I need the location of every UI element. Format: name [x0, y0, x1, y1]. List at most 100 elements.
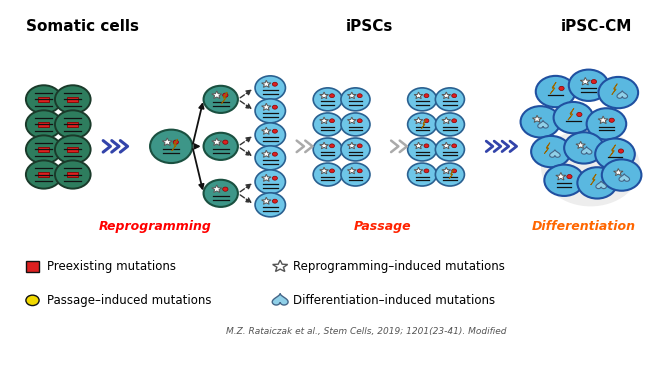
Polygon shape [609, 145, 615, 157]
Circle shape [408, 163, 437, 186]
Bar [26, 261, 39, 272]
Circle shape [313, 113, 342, 136]
Circle shape [408, 88, 437, 111]
Circle shape [204, 180, 238, 207]
Polygon shape [442, 92, 451, 99]
Bar [67, 172, 79, 177]
Circle shape [602, 160, 641, 191]
Polygon shape [596, 181, 607, 188]
Circle shape [424, 119, 429, 123]
Circle shape [204, 133, 238, 160]
Polygon shape [442, 142, 451, 149]
Bar [67, 97, 79, 102]
Circle shape [313, 163, 342, 186]
Text: M.Z. Rataiczak et al., Stem Cells, 2019; 1201(23-41). Modified: M.Z. Rataiczak et al., Stem Cells, 2019;… [226, 327, 506, 336]
Circle shape [553, 102, 593, 133]
Bar [38, 172, 49, 177]
Circle shape [591, 79, 597, 84]
Circle shape [452, 119, 457, 123]
Circle shape [618, 149, 623, 153]
Circle shape [55, 135, 91, 164]
Polygon shape [348, 117, 356, 124]
Polygon shape [414, 142, 423, 149]
Circle shape [609, 118, 614, 122]
Circle shape [255, 76, 286, 100]
Polygon shape [617, 91, 627, 98]
Circle shape [357, 144, 362, 148]
Polygon shape [320, 167, 328, 174]
Polygon shape [556, 173, 566, 180]
Circle shape [341, 88, 370, 111]
Polygon shape [262, 174, 271, 181]
Text: Reprogramming: Reprogramming [99, 220, 211, 233]
Polygon shape [442, 167, 451, 174]
Circle shape [55, 85, 91, 114]
Circle shape [272, 82, 278, 86]
Circle shape [559, 86, 564, 91]
Text: Somatic cells: Somatic cells [26, 19, 139, 34]
Circle shape [26, 160, 61, 188]
Polygon shape [568, 108, 574, 120]
Circle shape [272, 152, 278, 156]
Polygon shape [272, 260, 288, 272]
Polygon shape [619, 174, 629, 181]
Polygon shape [537, 121, 548, 128]
Polygon shape [449, 170, 454, 179]
Circle shape [341, 138, 370, 161]
Text: iPSCs: iPSCs [346, 19, 394, 34]
Polygon shape [272, 294, 288, 305]
Circle shape [424, 169, 429, 173]
Polygon shape [348, 167, 356, 174]
Circle shape [222, 187, 228, 191]
Circle shape [544, 165, 584, 196]
Circle shape [222, 140, 228, 144]
Polygon shape [262, 127, 271, 134]
Circle shape [408, 138, 437, 161]
Circle shape [531, 136, 571, 167]
Circle shape [452, 169, 457, 173]
Circle shape [255, 170, 286, 194]
Polygon shape [613, 168, 623, 175]
Text: Preexisting mutations: Preexisting mutations [47, 260, 176, 273]
Polygon shape [320, 117, 328, 124]
Bar [67, 122, 79, 127]
Circle shape [587, 108, 626, 139]
Circle shape [255, 193, 286, 217]
Circle shape [341, 113, 370, 136]
Polygon shape [320, 142, 328, 149]
Polygon shape [212, 138, 222, 145]
Circle shape [436, 138, 464, 161]
Circle shape [436, 88, 464, 111]
Circle shape [436, 163, 464, 186]
Circle shape [569, 70, 609, 101]
Circle shape [599, 77, 638, 108]
Polygon shape [348, 142, 356, 149]
Circle shape [26, 135, 61, 164]
Circle shape [424, 144, 429, 148]
Polygon shape [172, 139, 178, 151]
Circle shape [595, 138, 635, 170]
Circle shape [330, 169, 334, 173]
Circle shape [535, 76, 575, 107]
Circle shape [173, 140, 178, 144]
Circle shape [357, 169, 362, 173]
Circle shape [577, 112, 582, 116]
Polygon shape [414, 167, 423, 174]
Polygon shape [163, 138, 172, 145]
Polygon shape [212, 185, 222, 193]
Text: iPSC-CM: iPSC-CM [561, 19, 632, 34]
Circle shape [424, 94, 429, 98]
Circle shape [255, 123, 286, 147]
Circle shape [330, 119, 334, 123]
Bar [38, 122, 49, 127]
Polygon shape [221, 92, 227, 104]
Circle shape [272, 129, 278, 133]
Polygon shape [414, 92, 423, 99]
Polygon shape [262, 80, 271, 88]
Circle shape [26, 295, 39, 306]
Circle shape [55, 110, 91, 138]
Polygon shape [262, 103, 271, 110]
Circle shape [313, 138, 342, 161]
Polygon shape [550, 82, 556, 94]
Circle shape [204, 86, 238, 113]
